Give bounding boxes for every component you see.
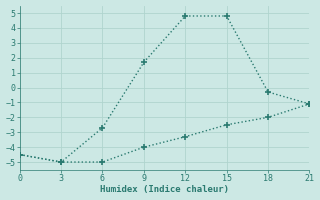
X-axis label: Humidex (Indice chaleur): Humidex (Indice chaleur) bbox=[100, 185, 229, 194]
